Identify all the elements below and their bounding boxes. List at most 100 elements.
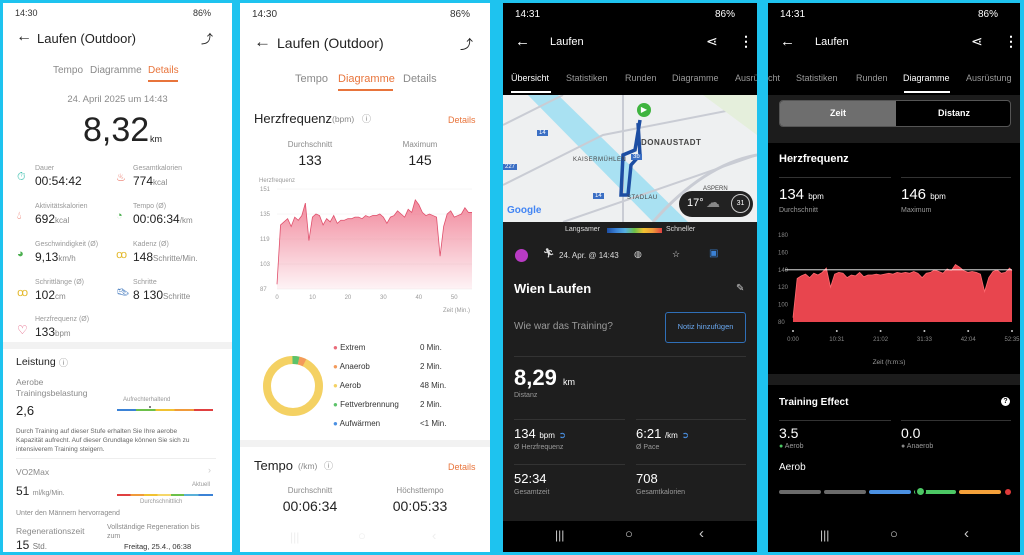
x-tick-label: 0:00 (787, 337, 799, 343)
back-arrow-icon[interactable]: ← (254, 32, 271, 51)
stat-value-number: 102 (35, 288, 56, 302)
tab-details[interactable]: Details (403, 73, 437, 85)
status-battery: 86% (450, 9, 471, 20)
tab-uebersicht[interactable]: cht (768, 73, 781, 83)
nav-home-icon[interactable]: ○ (625, 526, 633, 541)
stat-value: 708 (636, 471, 658, 486)
toggle-zeit[interactable]: Zeit (780, 101, 896, 126)
garmin-charts-screen: 14:31 86% ← Laufen ⋖ ⋮ cht Statistiken R… (768, 3, 1020, 552)
stat-unit: Schritte/Min. (153, 254, 198, 263)
stat-label: Gesamtzeit (514, 489, 550, 496)
tab-runden[interactable]: Runden (625, 73, 657, 83)
stat-unit: bpm (539, 431, 555, 440)
stat-unit: bpm (55, 329, 71, 338)
nav-back-icon[interactable]: ‹ (964, 525, 969, 542)
garmin-hr-chart: 180 160 140 120 100 80 0:00 10:31 21:02 31:33 42:0… (778, 233, 1020, 343)
tab-diagramme[interactable]: Diagramme (90, 65, 142, 76)
stat-unit: cm (55, 292, 66, 301)
heart-icon: ♡ (17, 323, 28, 337)
tab-statistiken[interactable]: Statistiken (566, 73, 608, 83)
tab-diagramme[interactable]: Diagramme (672, 73, 719, 83)
map-label: DONAUSTADT (641, 138, 702, 147)
add-note-button[interactable]: Notiz hinzufügen (665, 312, 746, 343)
stat-value: 6:21 (636, 426, 662, 441)
route-map[interactable]: ▶ DONAUSTADT KAISERMÜHLEN STADLAU ASPERN… (503, 95, 757, 222)
nav-back-icon[interactable]: ‹ (432, 528, 437, 543)
start-marker-icon[interactable]: ▶ (637, 103, 651, 117)
more-options-icon[interactable]: ⋮ (739, 33, 753, 49)
back-arrow-icon[interactable]: ← (16, 28, 32, 45)
tempo-details-link[interactable]: Details (448, 462, 476, 472)
status-time: 14:30 (15, 8, 38, 18)
add-photo-icon[interactable]: ▣ (709, 248, 719, 259)
stat-value: 9,13km/h (35, 250, 76, 264)
stat-label: Kadenz (Ø) (133, 241, 169, 248)
stat-unit: kcal (55, 216, 70, 225)
star-icon[interactable]: ☆ (672, 249, 681, 259)
trend-icon[interactable]: ➲ (558, 430, 567, 440)
share-icon[interactable]: ⋖ (971, 33, 983, 49)
distance-unit: km (562, 377, 575, 387)
edit-pencil-icon[interactable]: ✎ (736, 283, 745, 294)
info-icon[interactable]: ⓘ (59, 358, 69, 368)
avatar[interactable] (515, 249, 528, 262)
gauge-icon: ◔ (116, 210, 123, 222)
distance-value: 8,29 (514, 365, 557, 390)
tab-uebersicht[interactable]: Übersicht (511, 73, 550, 83)
more-options-icon[interactable]: ⋮ (1004, 33, 1018, 49)
info-icon[interactable]: ⓘ (362, 114, 372, 124)
route-icon[interactable]: ⤴ (460, 37, 474, 52)
divider (779, 420, 891, 421)
nav-back-icon[interactable]: ‹ (699, 525, 704, 542)
nav-home-icon[interactable]: ○ (358, 528, 366, 543)
x-tick-mark (1011, 330, 1013, 332)
nav-recents-icon[interactable]: ||| (555, 528, 565, 542)
stat-label: Gesamtkalorien (636, 489, 686, 496)
tab-details[interactable]: Details (148, 65, 179, 76)
tempo-title: Tempo (254, 458, 294, 473)
nav-recents-icon[interactable]: ||| (820, 528, 830, 542)
y-tick-label: 87 (260, 287, 267, 293)
gray-dot-icon: ● (901, 443, 906, 450)
tab-ausruestung[interactable]: Ausrüstung (966, 73, 1012, 83)
zone-dot-icon: ● (333, 362, 340, 371)
tab-tempo[interactable]: Tempo (53, 65, 84, 76)
stat-label: Dauer (35, 165, 55, 172)
tempo-best-label: Höchsttempo (396, 486, 444, 495)
stat-unit: Schritte (163, 292, 191, 301)
road-shield: 14 (537, 130, 548, 136)
vo2max-label[interactable]: VO2Max (16, 467, 50, 477)
x-tick-label: 0 (275, 295, 279, 301)
tab-diagramme[interactable]: Diagramme (903, 73, 950, 83)
nav-recents-icon[interactable]: ||| (290, 530, 300, 544)
tab-diagramme[interactable]: Diagramme (338, 73, 395, 85)
tab-statistiken[interactable]: Statistiken (796, 73, 838, 83)
zone-value: 0 Min. (420, 343, 442, 352)
speed-legend-fast: Schneller (666, 226, 696, 233)
tab-ausruestung[interactable]: Ausrü (735, 73, 757, 83)
aerob-scale-title: Aerob (779, 462, 806, 473)
route-icon[interactable]: ⤴ (201, 32, 214, 46)
y-tick-label: 119 (260, 237, 270, 243)
aerobe-scale-marker (149, 406, 151, 408)
info-icon[interactable]: ⓘ (324, 461, 334, 471)
road-shield: 3b (631, 154, 642, 160)
help-icon[interactable]: ? (1001, 397, 1010, 406)
tab-tempo[interactable]: Tempo (295, 73, 329, 85)
section-divider (768, 374, 1020, 385)
trend-icon[interactable]: ➲ (681, 430, 689, 440)
vo2-note: Unter den Männern hervorragend (16, 510, 120, 517)
y-tick-label: 135 (260, 212, 271, 218)
globe-icon[interactable]: ◍ (634, 249, 642, 259)
x-tick-label: 50 (451, 295, 458, 301)
x-tick-label: 31:33 (917, 337, 933, 343)
back-arrow-icon[interactable]: ← (780, 33, 795, 50)
distance-unit: km (150, 134, 162, 144)
tab-runden[interactable]: Runden (856, 73, 888, 83)
nav-home-icon[interactable]: ○ (890, 526, 898, 541)
back-arrow-icon[interactable]: ← (515, 33, 530, 50)
hr-details-link[interactable]: Details (448, 115, 476, 125)
share-icon[interactable]: ⋖ (706, 33, 718, 49)
toggle-distanz[interactable]: Distanz (937, 108, 970, 118)
chevron-right-icon[interactable]: › (208, 465, 211, 475)
